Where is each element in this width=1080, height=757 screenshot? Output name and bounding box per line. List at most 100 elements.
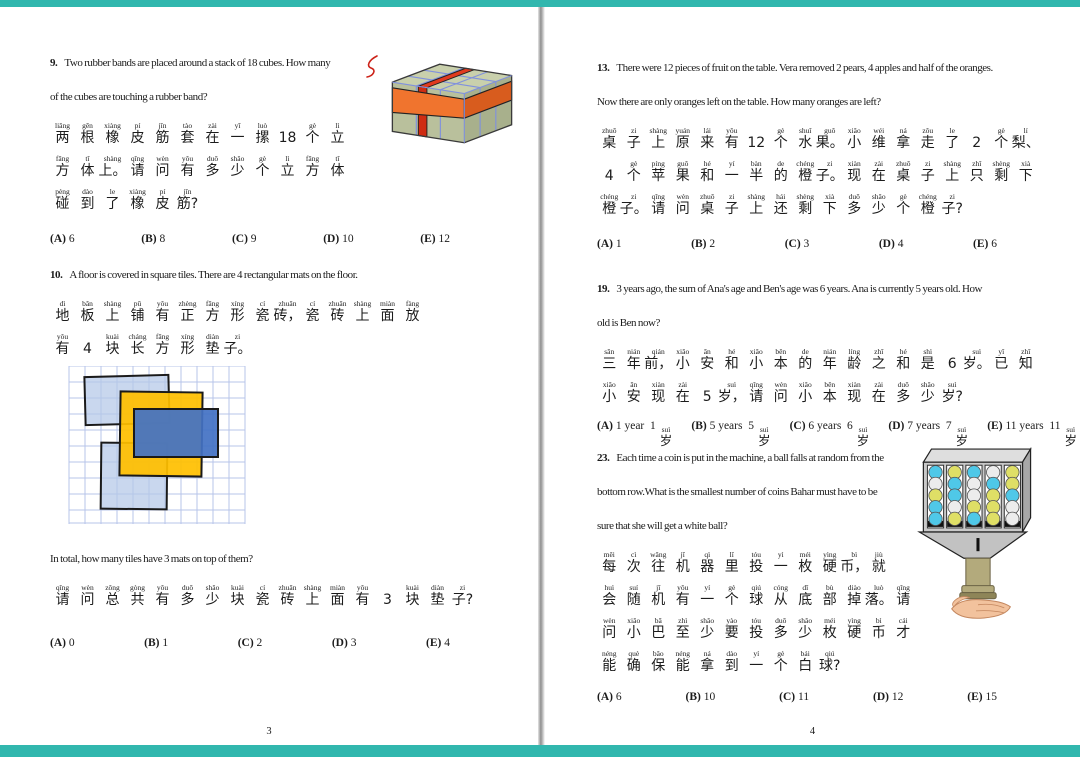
ruby-char: jīn 筋? <box>176 187 199 212</box>
ruby-char: shàng 上。 <box>98 154 127 179</box>
white-ball <box>1005 511 1020 526</box>
red-pen-mark <box>364 54 380 85</box>
ruby-char: zi 子。 <box>619 192 648 217</box>
ruby-char: le 了 <box>945 126 960 151</box>
question-number: 23. <box>597 452 610 464</box>
yellow-ball <box>986 511 1001 526</box>
answer-options-row: (A) 1 (B) 2 (C) 3 (D) 4 (E) 6 <box>597 234 997 254</box>
ruby-char: shàng 上 <box>943 159 962 184</box>
ruby-char: yìng 硬 <box>847 616 862 641</box>
ruby-char: zi 子 <box>920 159 935 184</box>
ruby-char: qǐng 请 <box>130 154 145 179</box>
answer-option: (A) 1 year 1 suì 岁 <box>597 420 673 448</box>
ruby-char: zi 子 <box>626 126 641 151</box>
ruby-char: xià 下 <box>822 192 837 217</box>
ruby-char: yí 一 <box>749 649 764 674</box>
ruby-char: shàng 上 <box>747 192 766 217</box>
ruby-char: de 的 <box>798 347 813 372</box>
ruby-char: cí 瓷 <box>255 299 270 324</box>
question-number: 9. <box>50 57 58 69</box>
ruby-char: líng 龄 <box>847 347 862 372</box>
ruby-char: lí 梨、 <box>1011 126 1040 151</box>
ruby-char: zhuō 桌 <box>895 159 911 184</box>
ruby-char: hé 和 <box>896 347 911 372</box>
ruby-char: gè 个 <box>773 126 788 151</box>
ruby-char: yǒu 有 <box>724 126 739 151</box>
ruby-char: zǒng 总 <box>105 583 120 608</box>
ruby-char: suì 岁? <box>941 380 963 405</box>
ruby-char: gè 个 <box>626 159 641 184</box>
ruby-char: pí 皮 <box>155 187 170 212</box>
answer-option: (D) 12 <box>873 691 904 703</box>
answer-option: (E) 15 <box>967 691 997 703</box>
ruby-char: zhì 至 <box>675 616 690 641</box>
question-text-line: 19. 3 years ago, the sum of Ana's age and… <box>597 279 1077 299</box>
ruby-char: suì 岁， <box>717 380 746 405</box>
ruby-char: fāng 方 <box>155 332 170 357</box>
ruby-char: duō 多 <box>773 616 788 641</box>
pinyin-chinese-line: zhuō 桌 zi 子 shàng 上 yuán 原 lái 来 yǒu 有 12 gè 个 shuǐ 水 guǒ… <box>597 126 1077 152</box>
ruby-char: méi 枚 <box>798 550 813 575</box>
ruby-char: duō 多 <box>180 583 195 608</box>
ruby-char: hé 和 <box>700 159 715 184</box>
ruby-char: bì 币， <box>840 550 869 575</box>
ruby-char: yǒu 有 <box>180 154 195 179</box>
ruby-char: gè 个 <box>724 583 739 608</box>
ruby-char: píng 苹 <box>651 159 666 184</box>
ruby-char: dǐ 底 <box>798 583 813 608</box>
ruby-char: zhī 之 <box>871 347 886 372</box>
ruby-char: 4 <box>83 341 92 357</box>
ruby-char: wèn 问 <box>155 154 170 179</box>
answer-option: (B) 1 <box>144 637 169 649</box>
ruby-char: gòng 共 <box>130 583 145 608</box>
ruby-char: hái 还 <box>773 192 788 217</box>
ruby-char: kuài 块 <box>405 583 420 608</box>
question-23: 23. Each time a coin is put in the machin… <box>597 448 1077 707</box>
pinyin-chinese-line: néng 能 què 确 bǎo 保 néng 能 ná 拿 dào 到 yí 一 gè 个 bái 白 qiú 球? <box>597 649 1077 675</box>
ruby-char: xiǎo 小 <box>749 347 764 372</box>
pinyin-chinese-line: qǐng 请 wèn 问 zǒng 总 gòng 共 yǒu 有 duō 多 shǎo 少 kuài 块 cí 瓷… <box>50 583 520 609</box>
ruby-char: shǎo 少 <box>205 583 220 608</box>
ruby-char: tóu 投 <box>749 550 764 575</box>
answer-option: (E) 6 <box>973 238 997 250</box>
ruby-char: zhuān 砖 <box>328 299 347 324</box>
question-text: Two rubber bands are placed around a sta… <box>64 57 331 69</box>
ruby-char: xíng 形 <box>180 332 195 357</box>
ruby-char: wéi 维 <box>871 126 886 151</box>
ruby-char: gè 个 <box>255 154 270 179</box>
ruby-char: xiǎo 小 <box>602 380 617 405</box>
answer-option: (A) 6 <box>597 691 622 703</box>
pinyin-chinese-line: měi 每 cì 次 wǎng 往 jī 机 qì 器 lǐ 里 tóu 投 yì 一 méi 枚 yìng 硬 bì 币… <box>597 550 1077 576</box>
question-text-line: 9. Two rubber bands are placed around a s… <box>50 53 520 73</box>
ruby-char: yǒu 有 <box>155 583 170 608</box>
ruby-char: chéng 橙 <box>796 159 815 184</box>
ruby-char: xiǎo 小 <box>847 126 862 151</box>
ruby-char: zài 在 <box>205 121 220 146</box>
answer-option: (E) 4 <box>426 637 450 649</box>
ruby-char: 18 <box>278 130 297 146</box>
ruby-char: yǒu 有 <box>155 299 170 324</box>
question-text-line: 13. There were 12 pieces of fruit on the … <box>597 58 1077 78</box>
ruby-char: qǐng 请 <box>749 380 764 405</box>
answer-option: (B) 5 years 5 suì 岁 <box>691 420 771 448</box>
question-text-line: Now there are only oranges left on the t… <box>597 96 881 108</box>
ruby-char: wèn 问 <box>773 380 788 405</box>
ruby-char: pū 铺 <box>130 299 145 324</box>
ruby-char: yǒu 有 <box>675 583 690 608</box>
ruby-char: cháng 长 <box>128 332 147 357</box>
ruby-char: yí 一 <box>724 159 739 184</box>
ruby-char: zhǐ 只 <box>969 159 984 184</box>
question-number: 13. <box>597 62 610 74</box>
ruby-char: lǐ 里 <box>724 550 739 575</box>
ruby-char: wèn 问 <box>80 583 95 608</box>
chinese-translation: qǐng 请 wèn 问 zǒng 总 gòng 共 yǒu 有 duō 多 shǎo 少 kuài 块 cí 瓷… <box>50 583 520 609</box>
ruby-char: pèng 碰 <box>55 187 70 212</box>
ruby-char: yǐ 已 <box>994 347 1009 372</box>
ruby-char: 2 <box>972 135 982 151</box>
ruby-char: zhuān 砖， <box>273 299 302 324</box>
ruby-char: yì 一 <box>773 550 788 575</box>
ruby-char: wǎng 往 <box>650 550 667 575</box>
cyan-ball <box>928 511 943 526</box>
yellow-ball <box>947 511 962 526</box>
ruby-char: kuài 块 <box>105 332 120 357</box>
